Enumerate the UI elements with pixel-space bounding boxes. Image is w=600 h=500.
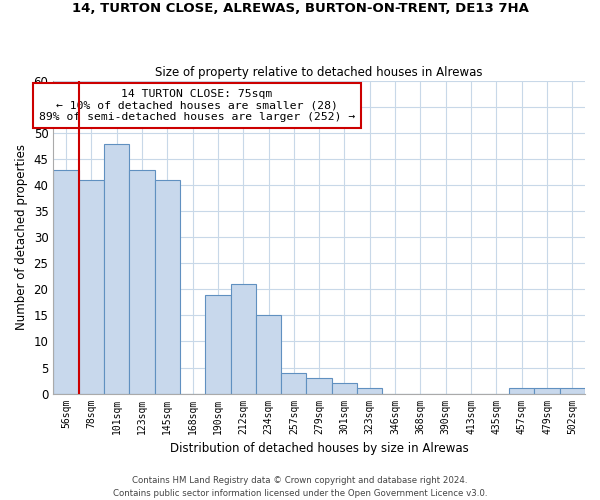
- Bar: [535, 388, 560, 394]
- Bar: [357, 388, 382, 394]
- Text: Contains HM Land Registry data © Crown copyright and database right 2024.
Contai: Contains HM Land Registry data © Crown c…: [113, 476, 487, 498]
- Bar: [560, 388, 585, 394]
- Bar: [509, 388, 535, 394]
- Bar: [104, 144, 129, 394]
- Text: 14, TURTON CLOSE, ALREWAS, BURTON-ON-TRENT, DE13 7HA: 14, TURTON CLOSE, ALREWAS, BURTON-ON-TRE…: [71, 2, 529, 16]
- Bar: [332, 383, 357, 394]
- Bar: [307, 378, 332, 394]
- Y-axis label: Number of detached properties: Number of detached properties: [15, 144, 28, 330]
- Text: 14 TURTON CLOSE: 75sqm
← 10% of detached houses are smaller (28)
89% of semi-det: 14 TURTON CLOSE: 75sqm ← 10% of detached…: [39, 89, 355, 122]
- Bar: [129, 170, 155, 394]
- Title: Size of property relative to detached houses in Alrewas: Size of property relative to detached ho…: [155, 66, 483, 78]
- Bar: [230, 284, 256, 394]
- Bar: [79, 180, 104, 394]
- Bar: [205, 294, 230, 394]
- Bar: [53, 170, 79, 394]
- X-axis label: Distribution of detached houses by size in Alrewas: Distribution of detached houses by size …: [170, 442, 469, 455]
- Bar: [256, 316, 281, 394]
- Bar: [281, 372, 307, 394]
- Bar: [155, 180, 180, 394]
